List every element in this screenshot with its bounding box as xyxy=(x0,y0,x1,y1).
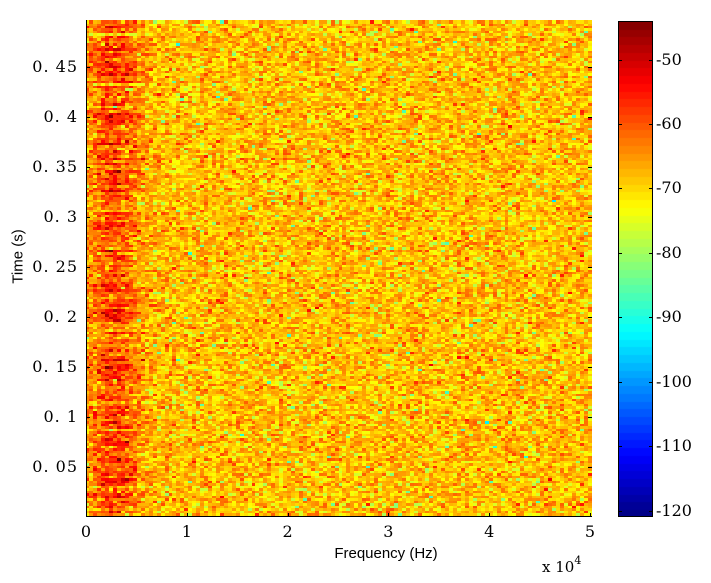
y-tick-mark xyxy=(86,417,90,419)
colorbar-tick-mark xyxy=(618,59,622,61)
y-tick-mark xyxy=(86,367,90,369)
spectrogram-heatmap xyxy=(86,20,592,517)
x-axis-multiplier: x 104 xyxy=(542,554,582,576)
y-tick-mark xyxy=(86,267,90,269)
colorbar-tick-label: -50 xyxy=(656,49,682,69)
y-tick-label: 0. 2 xyxy=(43,307,78,327)
x-multiplier-base: x 10 xyxy=(542,558,575,576)
y-tick-mark xyxy=(86,167,90,169)
x-tick-mark xyxy=(287,513,289,517)
y-tick-label: 0. 1 xyxy=(43,407,78,427)
x-tick-label: 5 xyxy=(584,522,596,541)
x-tick-mark xyxy=(590,513,591,517)
y-tick-mark-right xyxy=(588,117,592,119)
x-tick-label: 3 xyxy=(383,522,394,541)
y-tick-label: 0. 15 xyxy=(32,357,78,377)
y-tick-mark xyxy=(86,467,90,469)
x-tick-label: 0 xyxy=(80,522,92,541)
y-tick-mark-right xyxy=(588,67,592,69)
x-tick-mark xyxy=(186,513,188,517)
x-tick-mark xyxy=(86,513,87,517)
colorbar xyxy=(618,21,653,517)
colorbar-tick-mark-right xyxy=(649,252,653,254)
y-tick-mark xyxy=(86,217,90,219)
colorbar-tick-mark xyxy=(618,252,622,254)
colorbar-tick-mark xyxy=(618,381,622,383)
colorbar-tick-label: -110 xyxy=(656,436,692,456)
y-tick-label: 0. 45 xyxy=(32,57,78,77)
y-tick-mark xyxy=(86,117,90,119)
colorbar-tick-mark-right xyxy=(649,188,653,190)
y-tick-label: 0. 05 xyxy=(32,457,78,477)
colorbar-tick-mark xyxy=(618,317,622,319)
colorbar-tick-mark-right xyxy=(649,59,653,61)
x-tick-mark xyxy=(388,513,390,517)
x-axis-label: Frequency (Hz) xyxy=(334,545,438,562)
colorbar-tick-label: -100 xyxy=(656,371,692,391)
colorbar-tick-label: -80 xyxy=(656,242,682,262)
colorbar-tick-label: -60 xyxy=(656,114,682,134)
y-tick-mark-right xyxy=(588,367,592,369)
x-tick-label: 4 xyxy=(484,522,495,541)
y-tick-mark-right xyxy=(588,317,592,319)
colorbar-tick-mark xyxy=(618,510,622,512)
y-tick-mark-right xyxy=(588,417,592,419)
colorbar-tick-mark-right xyxy=(649,510,653,512)
colorbar-tick-mark-right xyxy=(649,446,653,448)
y-tick-label: 0. 3 xyxy=(43,207,78,227)
x-tick-mark xyxy=(489,513,491,517)
y-tick-label: 0. 4 xyxy=(43,107,78,127)
y-tick-mark-right xyxy=(588,267,592,269)
y-tick-mark xyxy=(86,317,90,319)
x-tick-label: 2 xyxy=(282,522,293,541)
colorbar-tick-label: -90 xyxy=(656,307,682,327)
colorbar-tick-mark-right xyxy=(649,124,653,126)
y-tick-mark-right xyxy=(588,467,592,469)
colorbar-tick-mark-right xyxy=(649,317,653,319)
y-tick-mark-right xyxy=(588,167,592,169)
colorbar-tick-label: -70 xyxy=(656,178,682,198)
colorbar-tick-mark xyxy=(618,446,622,448)
colorbar-tick-mark-right xyxy=(649,381,653,383)
y-tick-mark xyxy=(86,67,90,69)
y-tick-label: 0. 25 xyxy=(32,257,78,277)
colorbar-tick-mark xyxy=(618,124,622,126)
colorbar-tick-mark xyxy=(618,188,622,190)
y-tick-label: 0. 35 xyxy=(32,157,78,177)
y-tick-mark-right xyxy=(588,217,592,219)
colorbar-tick-label: -120 xyxy=(656,500,692,520)
y-axis-label: Time (s) xyxy=(9,229,27,284)
x-multiplier-exponent: 4 xyxy=(574,554,582,567)
x-tick-label: 1 xyxy=(181,522,192,541)
